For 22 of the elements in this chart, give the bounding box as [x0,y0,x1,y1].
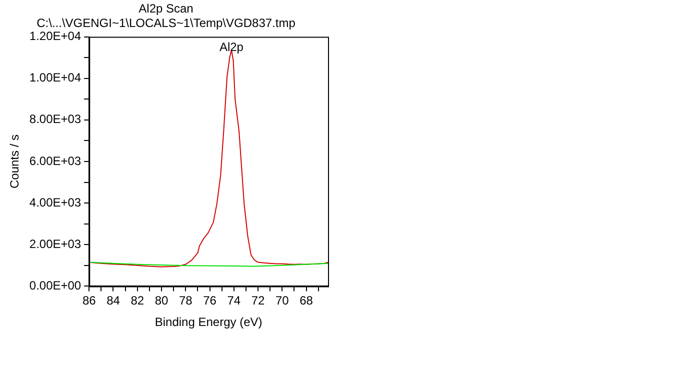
x-axis-title: Binding Energy (eV) [154,315,262,330]
y-tick-label: 2.00E+03 [29,236,82,251]
y-tick-label: 8.00E+03 [29,112,82,126]
y-tick-label: 6.00E+03 [29,154,82,168]
x-tick-label: 70 [275,294,290,308]
x-tick-label: 80 [154,294,168,308]
y-axis-title: Counts / s [8,134,22,189]
y-tick-label: 0.00E+00 [29,278,82,293]
y-tick-label: 1.20E+04 [29,29,82,44]
x-tick-label: 78 [178,294,193,308]
x-tick-label: 86 [82,294,96,308]
y-tick-label: 4.00E+03 [29,195,82,210]
y-tick-label: 1.00E+04 [29,70,82,85]
x-tick-label: 82 [130,294,144,308]
x-tick-label: 72 [251,294,266,308]
x-tick-label: 84 [106,294,120,308]
chart-subtitle: C:\...\VGENGI~1\LOCALS~1\Temp\VGD837.tmp [36,16,296,30]
x-tick-label: 68 [300,294,314,308]
x-tick-label: 74 [227,294,241,308]
x-tick-label: 76 [203,294,217,308]
chart-title: Al2p Scan [138,2,194,16]
annotation: Al2p [219,40,244,54]
